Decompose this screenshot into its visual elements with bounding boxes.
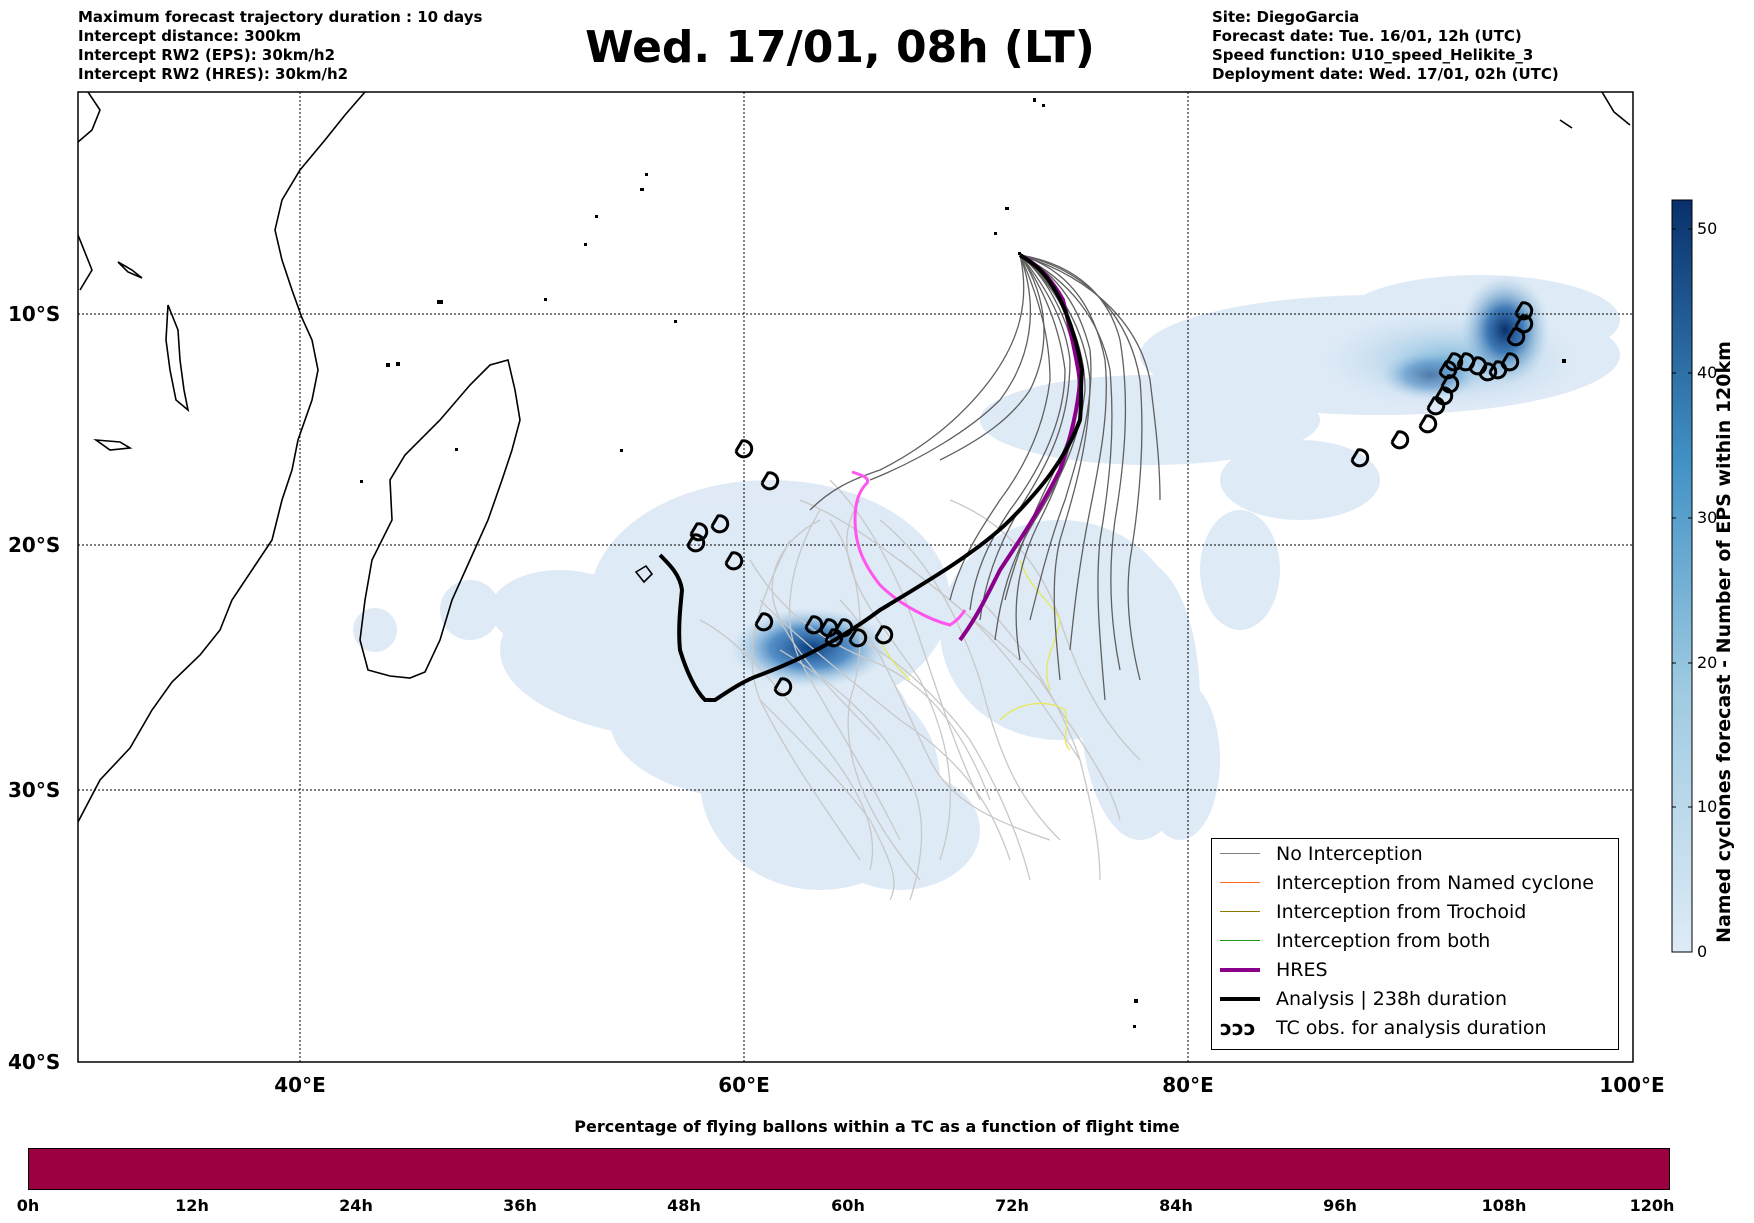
colorbar-title: Named cyclones forecast - Number of EPS …: [1713, 341, 1735, 943]
legend-label: TC obs. for analysis duration: [1276, 1016, 1547, 1039]
lat-label: 20°S: [8, 533, 61, 557]
legend-label: Interception from both: [1276, 929, 1491, 952]
lat-label: 10°S: [8, 302, 61, 326]
legend-label: No Interception: [1276, 842, 1423, 865]
legend-label: HRES: [1276, 958, 1328, 981]
legend-item: Interception from both: [1220, 926, 1490, 955]
lon-label: 40°E: [274, 1073, 326, 1097]
colorbar-tick-label: 40: [1697, 363, 1718, 382]
legend-item: HRES: [1220, 955, 1328, 984]
legend-line-swatch: [1220, 940, 1260, 941]
legend-line-swatch: [1220, 996, 1260, 1001]
colorbar-tick-label: 50: [1697, 219, 1718, 238]
header-right: Site: DiegoGarcia Forecast date: Tue. 16…: [1212, 8, 1559, 84]
legend-line-swatch: [1220, 967, 1260, 972]
header-right-line: Speed function: U10_speed_Helikite_3: [1212, 46, 1534, 64]
map-frame: [77, 91, 1634, 1063]
colorbar-tick-label: 0: [1697, 942, 1708, 961]
flight-time-tick: 12h: [175, 1196, 209, 1215]
bottom-bar-title: Percentage of flying ballons within a TC…: [574, 1117, 1180, 1136]
eps-yellow-trajectories: [879, 559, 1071, 751]
gridlines: [78, 92, 1633, 1062]
lat-label: 30°S: [8, 778, 61, 802]
flight-time-tick: 72h: [995, 1196, 1029, 1215]
header-left-line: Intercept distance: 300km: [78, 27, 302, 45]
page-title: Wed. 17/01, 08h (LT): [585, 22, 1095, 73]
legend-label: Interception from Trochoid: [1276, 900, 1527, 923]
header-right-line: Site: DiegoGarcia: [1212, 8, 1360, 26]
legend-line-swatch: [1220, 882, 1260, 883]
flight-time-tick: 36h: [503, 1196, 537, 1215]
flight-time-tick: 96h: [1323, 1196, 1357, 1215]
lon-label: 100°E: [1599, 1073, 1665, 1097]
legend-item: Interception from Named cyclone: [1220, 868, 1594, 897]
lon-label: 80°E: [1162, 1073, 1214, 1097]
colorbar-tick-label: 30: [1697, 508, 1718, 527]
legend-item: No Interception: [1220, 839, 1423, 868]
tc-symbol-icon: ↄↄↄ: [1220, 1015, 1256, 1040]
flight-time-tick: 84h: [1159, 1196, 1193, 1215]
flight-time-tick: 0h: [16, 1196, 40, 1215]
header-left-line: Maximum forecast trajectory duration : 1…: [78, 8, 483, 26]
header-right-line: Deployment date: Wed. 17/01, 02h (UTC): [1212, 65, 1559, 83]
header-left-line: Intercept RW2 (HRES): 30km/h2: [78, 65, 349, 83]
colorbar-tick-label: 20: [1697, 653, 1718, 672]
analysis-trajectory: [658, 253, 1085, 702]
legend-label: Analysis | 238h duration: [1276, 987, 1508, 1010]
lat-label: 40°S: [8, 1050, 61, 1074]
colorbar-ticks: [1672, 228, 1692, 953]
eps-light-trajectories: [699, 479, 1141, 901]
flight-time-tick: 48h: [667, 1196, 701, 1215]
legend-line-swatch: [1220, 911, 1260, 912]
header-left-line: Intercept RW2 (EPS): 30km/h2: [78, 46, 335, 64]
legend-line-swatch: [1220, 853, 1260, 854]
small-islands: [360, 98, 1566, 1028]
colorbar-tick-label: 10: [1697, 797, 1718, 816]
header-right-line: Forecast date: Tue. 16/01, 12h (UTC): [1212, 27, 1522, 45]
flight-time-tick: 120h: [1629, 1196, 1675, 1215]
lon-label: 60°E: [718, 1073, 770, 1097]
legend-label: Interception from Named cyclone: [1276, 871, 1594, 894]
flight-time-tick: 108h: [1481, 1196, 1527, 1215]
colorbar: [1671, 199, 1693, 953]
legend-item: Analysis | 238h duration: [1220, 984, 1507, 1013]
flight-time-tick: 60h: [831, 1196, 865, 1215]
flight-time-tick: 24h: [339, 1196, 373, 1215]
header-left: Maximum forecast trajectory duration : 1…: [78, 8, 482, 84]
tc-obs-symbols: [686, 301, 1534, 697]
magenta-trajectory: [851, 470, 967, 627]
coastline: [78, 92, 1631, 823]
legend-item: Interception from Trochoid: [1220, 897, 1526, 926]
map-layers: [78, 92, 1633, 1062]
flight-time-bar: [28, 1148, 1670, 1190]
hres-trajectory: [958, 253, 1083, 642]
legend-item: ↄↄↄ TC obs. for analysis duration: [1220, 1013, 1547, 1042]
legend: No Interception Interception from Named …: [1211, 838, 1619, 1050]
